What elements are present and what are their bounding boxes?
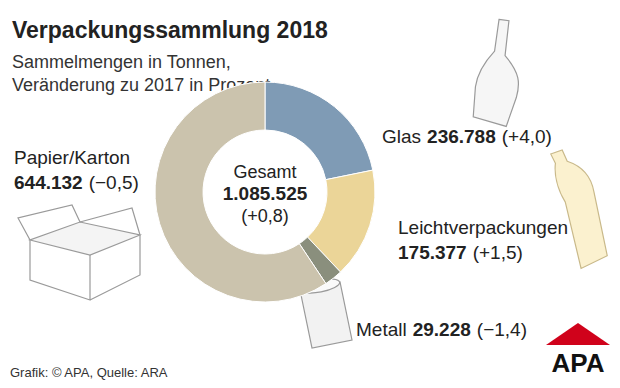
category-label: Metall 29.228 (−1,4) (356, 319, 527, 340)
chart: Verpackungssammlung 2018 Sammelmengen in … (0, 0, 620, 388)
slice (155, 82, 326, 302)
glass-bottle-icon (471, 17, 528, 127)
chart-container: Verpackungssammlung 2018 Sammelmengen in … (0, 0, 620, 388)
change-label: (+4,0) (502, 126, 552, 147)
logo: APA (552, 348, 605, 378)
total-name: Gesamt (233, 162, 296, 182)
category-name: Metall (356, 319, 407, 340)
change-label: (+1,5) (473, 242, 523, 263)
value-label: 236.788 (427, 126, 496, 147)
value-label: 644.132 (14, 172, 83, 193)
box-icon (18, 205, 140, 240)
logo-mark (546, 323, 610, 345)
total-value: 1.085.525 (223, 183, 308, 204)
category-label: Papier/Karton 644.132 (−0,5) (14, 147, 139, 193)
plastic-bottle-icon (550, 145, 608, 270)
source: Grafik: © APA, Quelle: ARA (10, 365, 168, 380)
category-label: Leichtverpackungen 175.377 (+1,5) (398, 217, 568, 263)
change-label: (−1,4) (477, 319, 527, 340)
title: Verpackungssammlung 2018 (12, 17, 328, 43)
change-label: (−0,5) (89, 172, 139, 193)
slices (155, 82, 375, 302)
category-name: Papier/Karton (14, 147, 130, 168)
category-label: Glas 236.788 (+4,0) (382, 126, 552, 147)
subtitle: Sammelmengen in Tonnen, (12, 52, 231, 72)
value-label: 29.228 (413, 319, 471, 340)
category-name: Leichtverpackungen (398, 217, 568, 238)
icons (18, 17, 609, 348)
category-name: Glas (382, 126, 421, 147)
total-change: (+0,8) (241, 206, 289, 226)
box-icon (30, 222, 140, 255)
value-label: 175.377 (398, 242, 467, 263)
box-icon (30, 235, 140, 300)
